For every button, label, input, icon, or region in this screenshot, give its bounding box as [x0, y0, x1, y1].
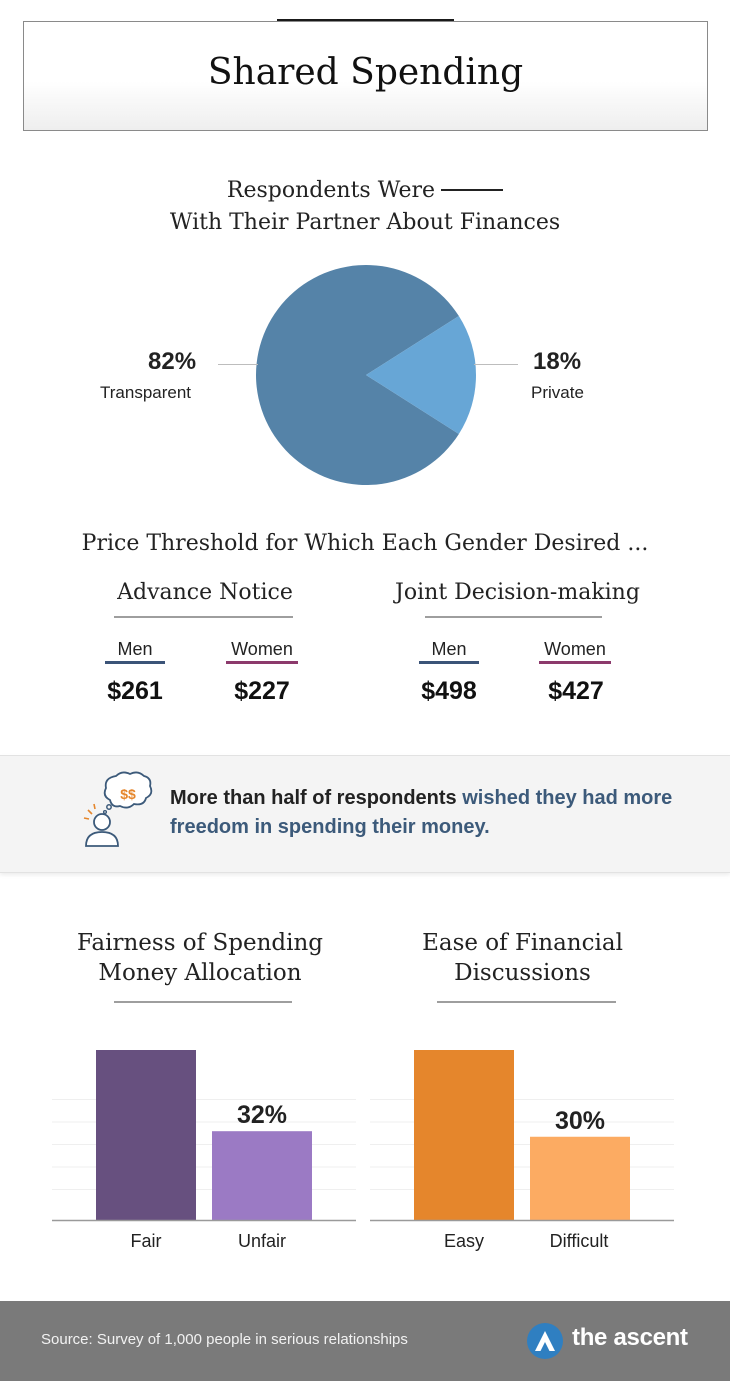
- fairness-bar-chart: 68%32%: [52, 1050, 356, 1222]
- fill-in-blank: [441, 189, 504, 191]
- fairness-title-underline: [114, 1001, 292, 1003]
- joint-women-value: $427: [548, 677, 604, 705]
- ease-chart-title: Ease of Financial Discussions: [380, 928, 665, 988]
- ease-title-line1: Ease of Financial: [422, 930, 623, 956]
- fairness-value-label-unfair: 32%: [237, 1101, 287, 1129]
- ease-value-label-difficult: 30%: [555, 1107, 605, 1135]
- fairness-title-line2: Money Allocation: [98, 960, 302, 986]
- threshold-title: Price Threshold for Which Each Gender De…: [81, 531, 649, 556]
- fairness-bar-fair: [96, 1050, 196, 1220]
- transparent-leader-line: [218, 364, 258, 365]
- fairness-chart-title: Fairness of Spending Money Allocation: [50, 928, 350, 988]
- brand-name[interactable]: the ascent: [572, 1324, 688, 1351]
- advance-notice-underline: [114, 616, 293, 618]
- private-label: Private: [531, 383, 584, 402]
- footer: Source: Survey of 1,000 people in seriou…: [0, 1301, 730, 1381]
- pie-chart: [255, 265, 476, 485]
- transparent-label: Transparent: [100, 383, 192, 402]
- joint-decision-underline: [425, 616, 602, 618]
- pie-slice-transparent: [255, 265, 459, 485]
- fairness-title-line1: Fairness of Spending: [77, 930, 323, 956]
- pie-slice-private: [366, 316, 476, 434]
- private-leader-line: [474, 364, 518, 365]
- person-money-thought-icon: $$: [83, 771, 153, 847]
- private-percent: 18%: [533, 348, 582, 375]
- ease-category-difficult: Difficult: [549, 1231, 609, 1251]
- advance-men-value: $261: [107, 677, 163, 705]
- ease-bar-easy: [414, 1050, 514, 1220]
- joint-men-label: Men: [431, 639, 467, 659]
- ease-category-easy: Easy: [443, 1231, 485, 1251]
- fairness-category-unfair: Unfair: [237, 1231, 286, 1251]
- advance-men-label: Men: [117, 639, 153, 659]
- joint-women-underline: [539, 661, 611, 664]
- ease-bar-difficult: [530, 1136, 630, 1220]
- ascent-logo-icon[interactable]: [526, 1322, 564, 1360]
- callout-icon-text: $$: [120, 786, 136, 802]
- source-text: Source: Survey of 1,000 people in seriou…: [41, 1331, 408, 1348]
- pie-title-line1: Respondents Were: [226, 178, 436, 203]
- ease-title-underline: [437, 1001, 616, 1003]
- joint-decision-heading: Joint Decision-making: [395, 580, 640, 605]
- joint-men-value: $498: [421, 677, 477, 705]
- advance-women-value: $227: [234, 677, 290, 705]
- pie-title-line2: With Their Partner About Finances: [169, 210, 561, 235]
- callout-banner: $$ More than half of respondents wished …: [0, 755, 730, 873]
- advance-men-underline: [105, 661, 165, 664]
- advance-women-underline: [226, 661, 298, 664]
- ease-title-line2: Discussions: [454, 960, 591, 986]
- joint-women-label: Women: [544, 639, 606, 659]
- callout-text: More than half of respondents wished the…: [170, 784, 690, 842]
- page-title: Shared Spending: [207, 52, 524, 93]
- callout-text-plain: More than half of respondents: [170, 787, 463, 809]
- title-box: Shared Spending: [23, 21, 708, 131]
- ease-bar-chart: 70%30%: [370, 1050, 674, 1222]
- callout-text-highlight: wished they had more freedom in spending…: [170, 787, 673, 838]
- fairness-bar-unfair: [212, 1131, 312, 1220]
- joint-men-underline: [419, 661, 479, 664]
- transparent-percent: 82%: [148, 348, 197, 375]
- advance-women-label: Women: [231, 639, 293, 659]
- pie-chart-title: Respondents Were With Their Partner Abou…: [100, 175, 630, 239]
- advance-notice-heading: Advance Notice: [117, 580, 293, 605]
- fairness-category-fair: Fair: [130, 1231, 162, 1251]
